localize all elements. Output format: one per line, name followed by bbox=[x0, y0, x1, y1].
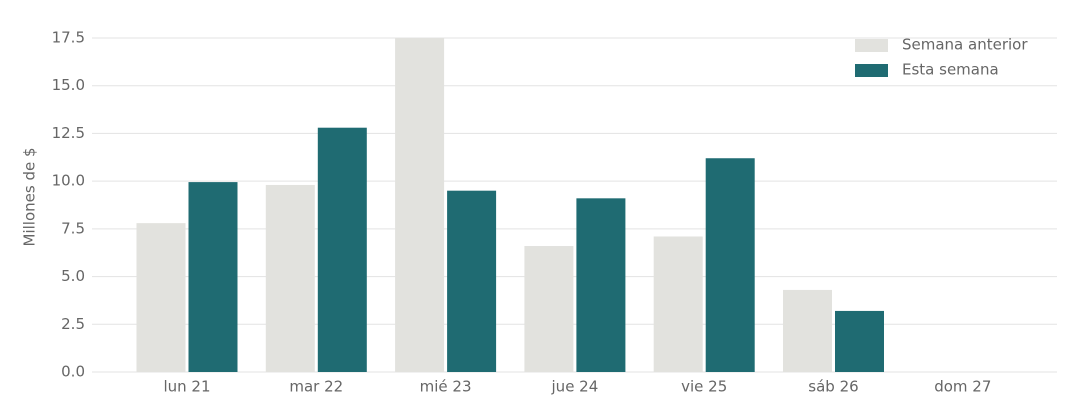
legend-swatch bbox=[855, 39, 888, 52]
bar bbox=[835, 310, 884, 372]
bar bbox=[705, 158, 755, 372]
x-tick-label: lun 21 bbox=[163, 378, 210, 396]
bar bbox=[447, 190, 497, 372]
bar bbox=[188, 182, 238, 372]
bar bbox=[783, 289, 832, 372]
legend-label: Semana anterior bbox=[902, 36, 1028, 54]
y-tick-label: 10.0 bbox=[52, 172, 85, 190]
y-tick-label: 0.0 bbox=[61, 363, 85, 381]
y-tick-label: 5.0 bbox=[61, 267, 85, 285]
bar bbox=[395, 38, 445, 372]
y-tick-label: 15.0 bbox=[52, 76, 85, 94]
bar bbox=[524, 246, 574, 372]
y-tick-label: 17.5 bbox=[52, 29, 85, 47]
x-tick-label: vie 25 bbox=[681, 378, 727, 396]
x-tick-label: mié 23 bbox=[420, 378, 472, 396]
y-tick-label: 12.5 bbox=[52, 124, 85, 142]
x-tick-label: mar 22 bbox=[289, 378, 343, 396]
y-tick-label: 2.5 bbox=[61, 315, 85, 333]
x-tick-label: sáb 26 bbox=[808, 378, 858, 396]
x-tick-label: jue 24 bbox=[551, 378, 599, 396]
x-tick-label: dom 27 bbox=[934, 378, 991, 396]
y-axis-label: Millones de $ bbox=[21, 147, 39, 246]
legend-label: Esta semana bbox=[902, 61, 999, 79]
bar bbox=[265, 184, 315, 372]
bar bbox=[317, 127, 367, 373]
legend-swatch bbox=[855, 64, 888, 77]
bar bbox=[136, 223, 186, 372]
bar bbox=[576, 198, 626, 372]
y-tick-label: 7.5 bbox=[61, 219, 85, 237]
bar bbox=[653, 236, 703, 372]
